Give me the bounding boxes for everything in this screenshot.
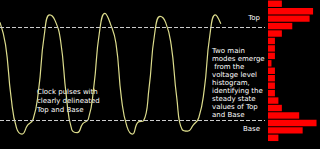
svg-text:voltage level: voltage level [212,71,259,79]
svg-text:and Base: and Base [212,111,244,119]
svg-text:steady state: steady state [212,95,258,103]
svg-text:values of Top: values of Top [212,103,260,111]
svg-text:Top: Top [247,14,260,22]
svg-text:from the: from the [212,63,246,71]
svg-text:Top and Base: Top and Base [36,106,83,114]
svg-text:Base: Base [243,125,260,133]
svg-text:Two main: Two main [211,47,247,55]
svg-text:Clock pulses with: Clock pulses with [37,88,100,96]
svg-text:histogram,: histogram, [212,79,252,87]
svg-text:identifying the: identifying the [212,87,265,95]
svg-text:modes emerge: modes emerge [212,55,265,63]
svg-text:clearly delineated: clearly delineated [37,96,102,105]
